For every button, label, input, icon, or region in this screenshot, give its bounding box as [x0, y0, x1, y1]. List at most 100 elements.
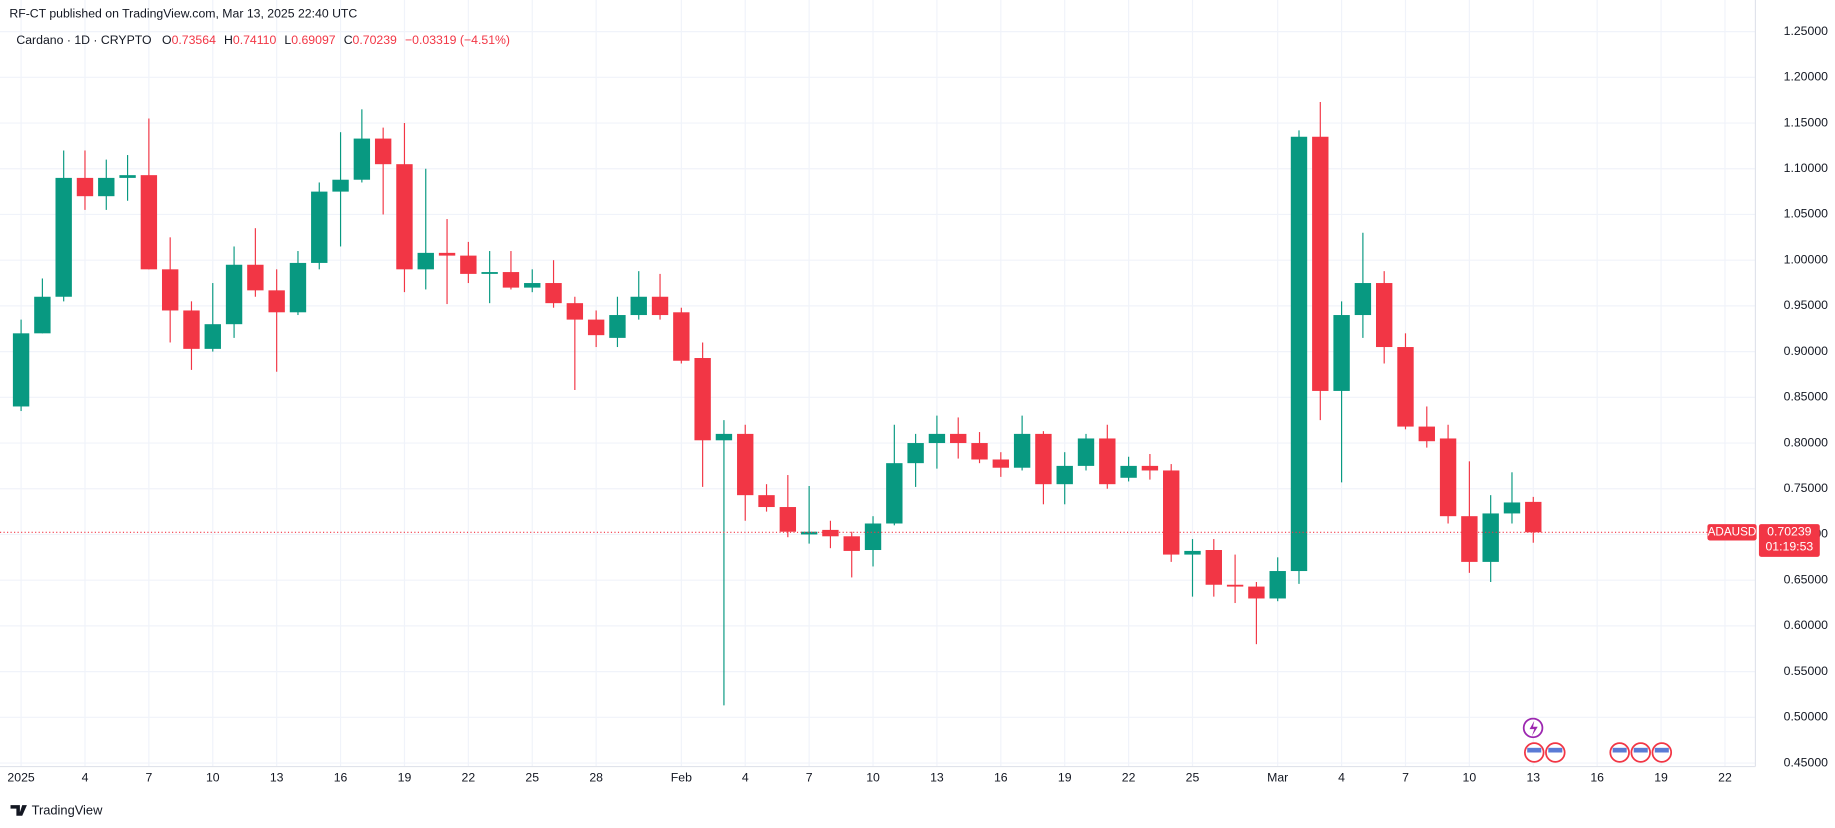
candle-body — [566, 303, 584, 320]
y-tick-label: 0.60000 — [1784, 618, 1829, 632]
x-tick-label: 19 — [1654, 770, 1668, 784]
candle-body — [715, 433, 733, 441]
candle-body — [1525, 501, 1542, 533]
candle-body — [737, 433, 754, 496]
candle-body — [417, 252, 434, 270]
event-flag-band — [1548, 747, 1563, 753]
legend-change: −0.03319 (−4.51%) — [405, 33, 510, 47]
brand-name: TradingView — [32, 802, 103, 817]
y-tick-label: 0.75000 — [1784, 481, 1829, 495]
x-tick-label: 22 — [462, 770, 476, 784]
y-tick-label: 0.90000 — [1784, 344, 1829, 358]
candle-body — [1056, 465, 1073, 485]
candle-body — [98, 177, 115, 197]
x-tick-label: 25 — [525, 770, 539, 784]
candle-body — [1077, 438, 1095, 466]
candle-body — [886, 463, 903, 524]
candle-body — [1141, 465, 1159, 471]
legend-field-value: 0.69097 — [291, 33, 336, 47]
candle-body — [694, 358, 711, 441]
symbol-label-box — [1707, 524, 1757, 541]
candle-body — [1163, 470, 1180, 555]
legend-field-label: L — [284, 33, 291, 47]
legend: Cardano · 1D · CRYPTO O0.73564 H0.74110 … — [16, 33, 510, 47]
candle-body — [1312, 136, 1329, 391]
candle-body — [992, 459, 1010, 468]
x-tick-label: 16 — [1590, 770, 1604, 784]
x-tick-label: 22 — [1718, 770, 1732, 784]
x-tick-label: 13 — [1526, 770, 1540, 784]
candle-body — [864, 523, 882, 551]
candle-body — [140, 175, 158, 270]
legend-field-value: 0.74110 — [233, 33, 277, 47]
candle-body — [779, 507, 797, 532]
x-tick-label: 7 — [145, 770, 152, 784]
x-tick-label: 7 — [806, 770, 813, 784]
brand-logo — [10, 805, 27, 816]
candle-body — [34, 296, 51, 334]
candle-body — [630, 296, 647, 316]
candle-body — [1418, 426, 1435, 442]
y-tick-label: 0.55000 — [1784, 664, 1829, 678]
candle-body — [1461, 516, 1478, 562]
candle-body — [1354, 283, 1372, 316]
y-tick-label: 1.00000 — [1784, 252, 1829, 266]
candle-body — [183, 310, 200, 349]
candle-body — [800, 531, 818, 535]
candle-body — [1439, 438, 1457, 517]
candle-body — [1248, 586, 1265, 599]
x-tick-label: 19 — [398, 770, 412, 784]
candle-body — [950, 433, 967, 444]
candle-body — [332, 179, 349, 192]
symbol-label: ADAUSD — [1708, 525, 1757, 538]
candle-body — [268, 290, 285, 313]
legend-symbol: Cardano · 1D · CRYPTO — [16, 33, 151, 47]
y-tick-label: 1.05000 — [1784, 207, 1829, 221]
candle-body — [971, 443, 988, 460]
x-tick-label: 10 — [1463, 770, 1477, 784]
y-tick-label: 1.20000 — [1784, 70, 1829, 84]
candle-body — [438, 252, 456, 256]
x-tick-label: Mar — [1267, 770, 1288, 784]
candle-body — [502, 272, 520, 288]
x-tick-label: 25 — [1186, 770, 1200, 784]
candle-body — [1503, 502, 1521, 514]
x-tick-label: 4 — [82, 770, 89, 784]
candle-body — [545, 283, 562, 304]
x-tick-label: 19 — [1058, 770, 1072, 784]
x-tick-label: 10 — [206, 770, 220, 784]
candle-body — [1375, 283, 1393, 348]
candle-body — [247, 264, 264, 291]
candle-body — [587, 319, 605, 336]
mark-layer — [0, 102, 1756, 706]
x-tick-label: Feb — [671, 770, 692, 784]
candle-body — [609, 315, 626, 338]
candle-body — [1333, 315, 1350, 391]
candle-body — [1099, 438, 1116, 485]
candle-body — [1184, 550, 1201, 555]
event-flag-band — [1527, 747, 1542, 753]
y-tick-label: 1.10000 — [1784, 161, 1829, 175]
candle-body — [1035, 433, 1052, 485]
x-tick-label: 7 — [1402, 770, 1409, 784]
candle-body — [311, 191, 328, 263]
y-tick-label: 0.80000 — [1784, 435, 1829, 449]
candle-body — [1269, 571, 1286, 599]
candle-body — [1226, 584, 1244, 587]
candle-body — [396, 164, 413, 270]
candle-body — [460, 255, 477, 274]
legend-field-label: C — [344, 33, 353, 47]
x-tick-label: 2025 — [7, 770, 34, 784]
event-flag-band — [1633, 747, 1648, 753]
candle-body — [907, 443, 924, 464]
candle-body — [651, 296, 669, 316]
x-tick-label: 13 — [930, 770, 944, 784]
candle-body — [204, 324, 221, 349]
legend-field-label: H — [224, 33, 233, 47]
countdown-label: 01:19:53 — [1765, 540, 1813, 554]
y-tick-label: 0.45000 — [1784, 755, 1829, 769]
price-label-box — [1758, 524, 1820, 557]
candle-body — [481, 272, 498, 274]
